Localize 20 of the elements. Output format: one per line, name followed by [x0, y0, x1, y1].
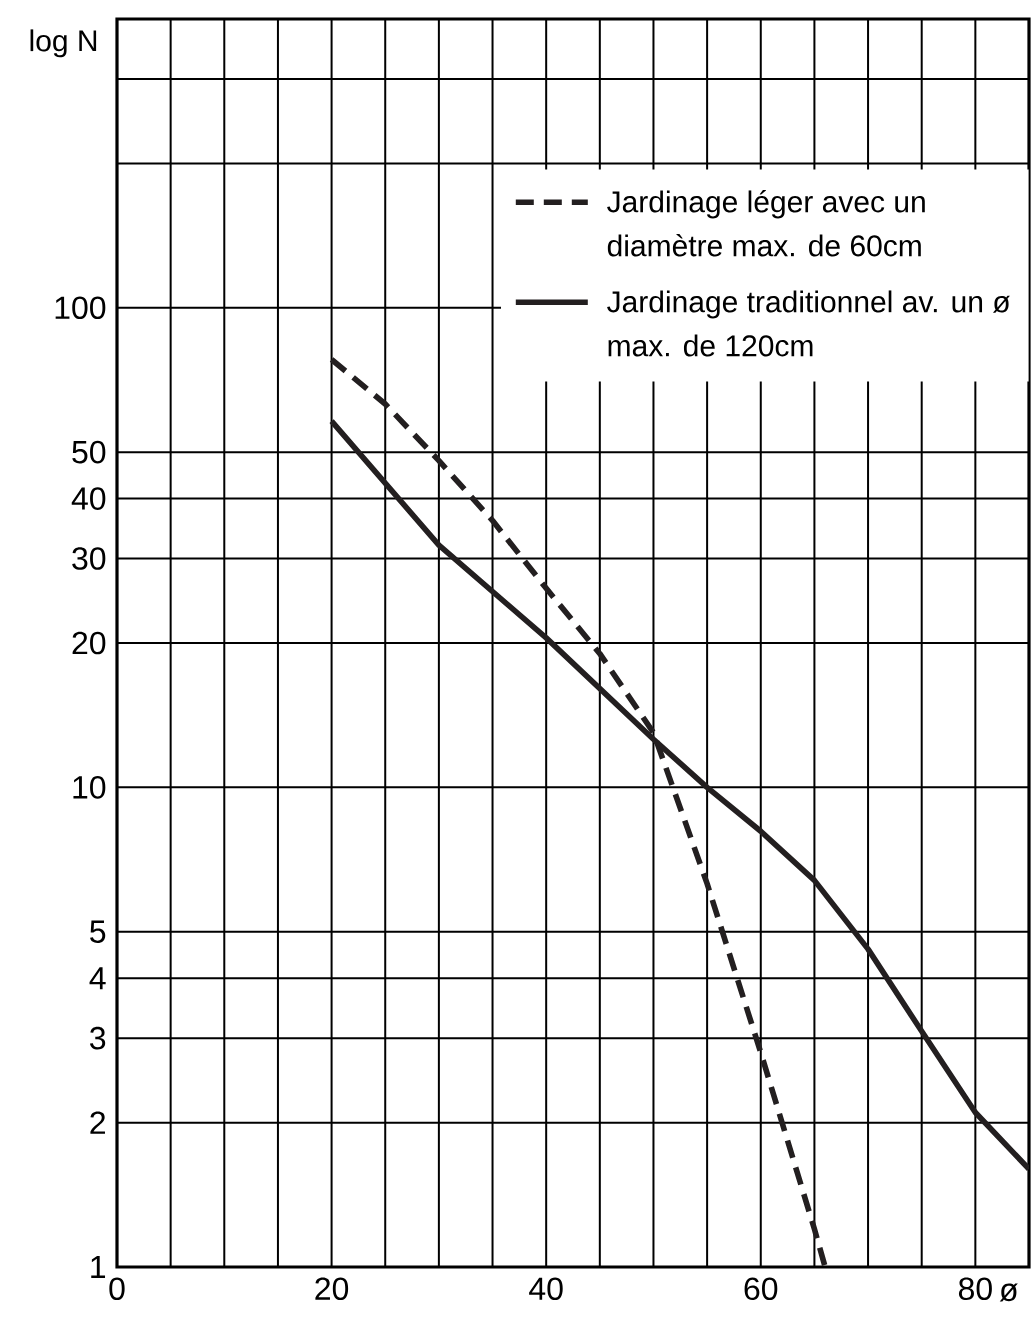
y-tick-label: 100 [55, 296, 106, 320]
y-tick-label: 40 [71, 487, 106, 510]
x-tick-label: 20 [315, 1277, 349, 1301]
y-tick-label: 2 [90, 1111, 105, 1134]
x-tick-label: 80 [958, 1277, 992, 1301]
y-tick-label: 30 [72, 547, 106, 570]
y-tick-label: 4 [89, 967, 106, 990]
y-tick-label: 3 [90, 1026, 106, 1050]
x-tick-label: 40 [529, 1277, 563, 1301]
y-tick-label: 1 [91, 1255, 106, 1278]
y-tick-label: 50 [72, 440, 106, 464]
x-axis-title: ø [999, 1283, 1018, 1302]
y-axis-title: log N [30, 29, 97, 58]
y-tick-label: 5 [90, 920, 106, 943]
legend-label: Jardinage léger avec un diamètre max. de 60cm [607, 190, 925, 257]
y-tick-label: 20 [72, 631, 106, 655]
x-tick-label: 0 [109, 1277, 125, 1301]
legend-label: Jardinage traditionnel av. un ø max. de 120cm [607, 290, 1010, 357]
y-tick-label: 10 [73, 776, 106, 799]
x-tick-label: 60 [744, 1277, 778, 1301]
